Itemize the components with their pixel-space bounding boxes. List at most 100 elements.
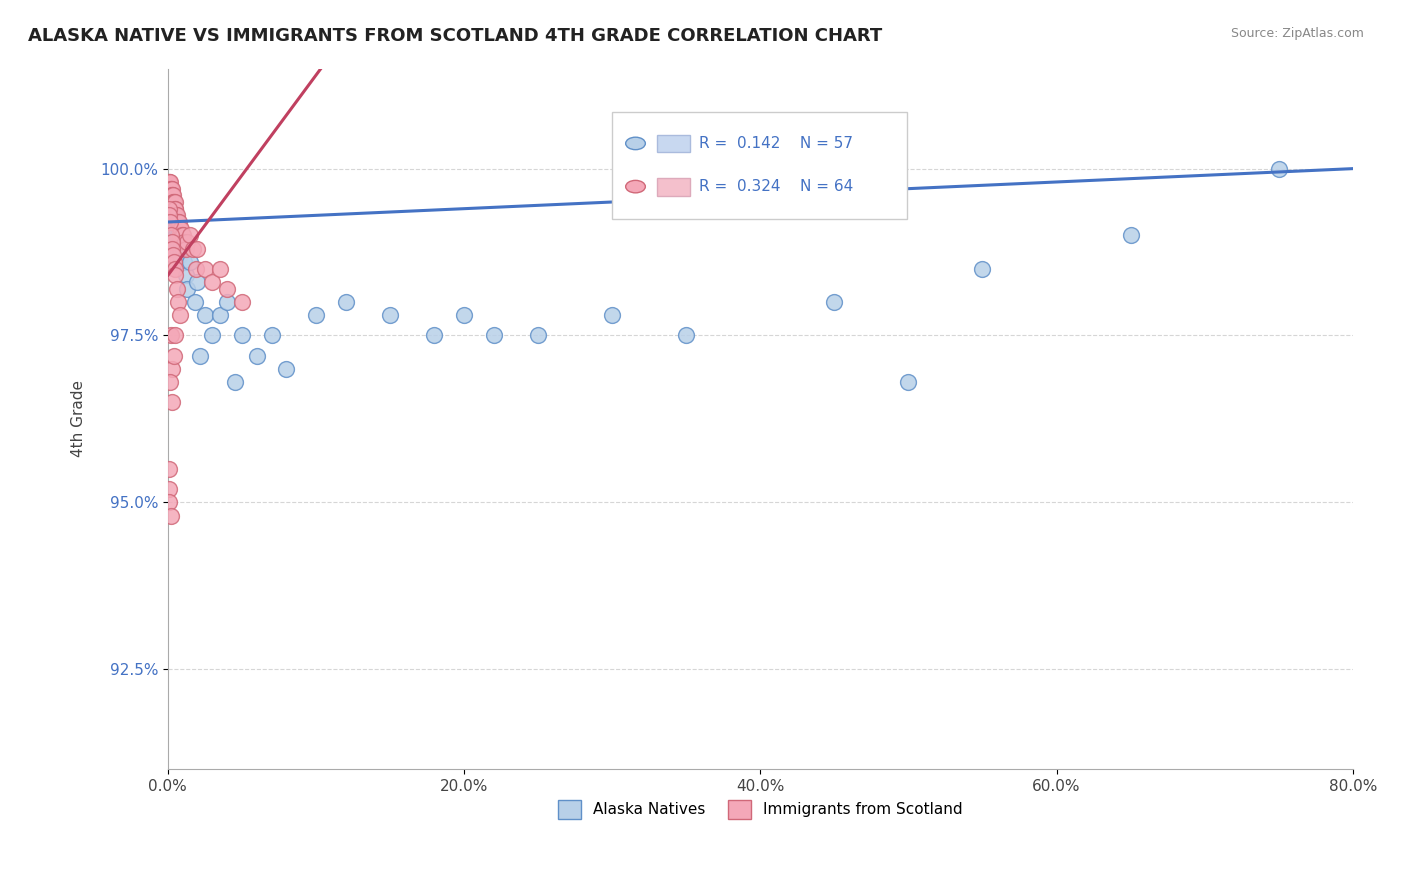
Point: [157, 462, 180, 476]
Point: [167, 228, 190, 243]
Point: [162, 362, 184, 376]
Point: [165, 202, 187, 216]
Point: [208, 309, 231, 323]
Text: Source: ZipAtlas.com: Source: ZipAtlas.com: [1230, 27, 1364, 40]
Point: [159, 181, 181, 195]
Point: [162, 215, 184, 229]
Point: [170, 235, 193, 249]
Point: [179, 255, 201, 269]
Point: [160, 194, 183, 209]
Point: [159, 175, 181, 189]
Point: [157, 208, 180, 222]
Point: [160, 395, 183, 409]
Text: R =  0.324    N = 64: R = 0.324 N = 64: [699, 179, 853, 194]
Point: [482, 328, 505, 343]
Point: [176, 235, 198, 249]
Point: [160, 181, 183, 195]
Point: [163, 194, 186, 209]
Point: [159, 375, 181, 389]
Text: ALASKA NATIVE VS IMMIGRANTS FROM SCOTLAND 4TH GRADE CORRELATION CHART: ALASKA NATIVE VS IMMIGRANTS FROM SCOTLAN…: [28, 27, 883, 45]
Point: [165, 221, 187, 235]
Point: [194, 309, 217, 323]
Point: [305, 309, 328, 323]
Point: [170, 221, 193, 235]
Point: [162, 188, 184, 202]
Point: [162, 248, 184, 262]
Point: [163, 208, 186, 222]
Point: [166, 208, 188, 222]
Point: [169, 242, 191, 256]
Point: [159, 188, 181, 202]
Point: [453, 309, 475, 323]
Point: [600, 309, 623, 323]
Point: [165, 328, 187, 343]
Point: [179, 228, 201, 243]
Point: [423, 328, 446, 343]
Point: [162, 188, 184, 202]
Point: [176, 282, 198, 296]
Point: [165, 208, 187, 222]
Point: [335, 295, 357, 310]
Point: [165, 268, 187, 283]
Point: [160, 208, 183, 222]
Point: [166, 242, 188, 256]
Point: [181, 242, 204, 256]
Point: [169, 221, 191, 235]
Point: [160, 235, 183, 249]
Point: [166, 235, 188, 249]
Point: [163, 221, 186, 235]
Point: [163, 202, 186, 216]
Point: [159, 181, 181, 195]
Point: [159, 181, 181, 195]
Point: [167, 215, 190, 229]
Point: [276, 362, 298, 376]
Point: [184, 261, 207, 276]
Point: [174, 242, 197, 256]
Point: [163, 261, 186, 276]
Point: [159, 328, 181, 343]
Point: [169, 248, 191, 262]
Point: [527, 328, 550, 343]
Point: [157, 495, 180, 509]
Point: [157, 188, 180, 202]
Point: [190, 349, 212, 363]
Point: [972, 261, 994, 276]
Point: [169, 228, 191, 243]
Point: [1267, 161, 1289, 176]
Point: [157, 194, 180, 209]
Point: [163, 215, 186, 229]
Point: [172, 242, 194, 256]
Point: [166, 215, 188, 229]
Point: [174, 268, 197, 283]
Point: [159, 508, 181, 523]
Point: [159, 215, 181, 229]
Point: [170, 228, 193, 243]
Point: [163, 202, 186, 216]
Point: [231, 328, 253, 343]
Point: [160, 188, 183, 202]
Point: [162, 208, 184, 222]
Point: [157, 194, 180, 209]
Point: [201, 275, 224, 289]
Point: [823, 295, 845, 310]
Point: [186, 275, 208, 289]
Text: R =  0.142    N = 57: R = 0.142 N = 57: [699, 136, 853, 151]
Point: [231, 295, 253, 310]
Point: [1119, 228, 1142, 243]
Point: [167, 295, 190, 310]
Point: [260, 328, 283, 343]
Point: [159, 194, 181, 209]
Point: [159, 202, 181, 216]
Point: [165, 228, 187, 243]
Point: [186, 242, 208, 256]
Point: [217, 295, 239, 310]
Point: [160, 202, 183, 216]
Point: [163, 255, 186, 269]
Point: [167, 235, 190, 249]
Point: [157, 181, 180, 195]
Point: [194, 261, 217, 276]
Legend: Alaska Natives, Immigrants from Scotland: Alaska Natives, Immigrants from Scotland: [551, 794, 969, 825]
Point: [163, 349, 186, 363]
Point: [162, 194, 184, 209]
Point: [675, 328, 697, 343]
